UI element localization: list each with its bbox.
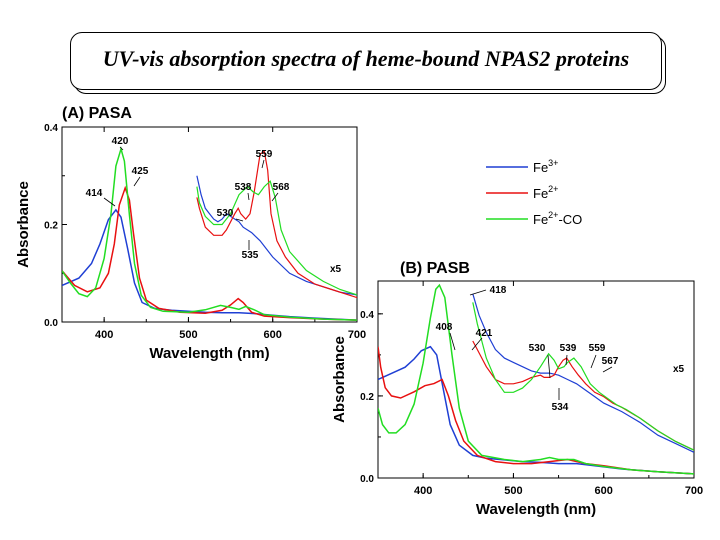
annotation-leader — [590, 354, 597, 369]
x-tick-label: 500 — [504, 485, 522, 497]
page-title: UV-vis absorption spectra of heme-bound … — [102, 46, 630, 71]
legend-entry: Fe2+ — [533, 184, 558, 201]
chart-B: (B) PASB 400 500 600 700 0.0 0.2 0.4 Wavelength … — [331, 260, 703, 518]
annotation-leader — [469, 289, 487, 296]
x-tick-label: 400 — [95, 329, 113, 341]
scale-label: x5 — [673, 364, 685, 375]
annotation-leader — [271, 192, 279, 202]
inset-series-line-Fe3+ — [472, 293, 694, 453]
annotation-leader — [547, 354, 551, 379]
series-line-Fe2+-CO — [62, 146, 357, 321]
peak-label: 534 — [552, 402, 569, 413]
peak-label: 418 — [490, 285, 507, 296]
peak-label: 420 — [112, 136, 129, 147]
annotation-leader — [602, 366, 613, 373]
annotation-leader — [449, 332, 456, 351]
peak-label: 421 — [476, 328, 493, 339]
y-tick-label: 0.2 — [360, 392, 374, 403]
series-line-Fe3+ — [62, 208, 357, 321]
y-tick-label: 0.0 — [360, 474, 374, 485]
inset-series-line-Fe2+ — [472, 340, 694, 451]
inset-series-line-Fe2+-CO — [472, 302, 694, 451]
legend-entry: Fe2+-CO — [533, 210, 582, 227]
inset-series-line-Fe2+ — [196, 150, 357, 299]
series-line-Fe2+ — [378, 346, 694, 475]
annotation-leader — [247, 192, 250, 201]
y-axis-label: Absorbance — [15, 181, 32, 268]
y-tick-label: 0.4 — [360, 310, 374, 321]
x-axis-label: Wavelength (nm) — [149, 345, 269, 362]
inset-series-line-Fe2+-CO — [196, 180, 357, 296]
x-tick-label: 700 — [685, 485, 703, 497]
y-axis-label: Absorbance — [331, 336, 348, 423]
plot-frame — [377, 280, 695, 479]
inset-series-line-Fe3+ — [196, 175, 357, 296]
x-tick-label: 600 — [595, 485, 613, 497]
legend: Fe3+ Fe2+ Fe2+-CO — [486, 158, 582, 227]
annotation-leader — [133, 176, 141, 187]
peak-label: 559 — [256, 149, 273, 160]
chart-A: (A) PASA 400 500 600 700 0.0 0.2 0.4 Wavelength … — [15, 105, 366, 362]
peak-label: 414 — [86, 188, 103, 199]
annotation-leader — [261, 159, 265, 169]
series-line-Fe2+-CO — [378, 283, 694, 475]
peak-label: 539 — [560, 343, 577, 354]
chart-title: (A) PASA — [62, 105, 132, 122]
annotation-leader — [235, 218, 244, 222]
x-tick-label: 400 — [414, 485, 432, 497]
peak-label: 530 — [217, 208, 234, 219]
x-tick-label: 600 — [264, 329, 282, 341]
peak-label: 408 — [436, 322, 453, 333]
x-tick-label: 700 — [348, 329, 366, 341]
annotation-leader — [565, 354, 568, 366]
title-box: UV-vis absorption spectra of heme-bound … — [70, 32, 662, 90]
peak-label: 567 — [602, 356, 619, 367]
peak-label: 568 — [273, 182, 290, 193]
peak-label: 559 — [589, 343, 606, 354]
x-tick-label: 500 — [179, 329, 197, 341]
peak-label: 535 — [242, 250, 259, 261]
peak-label: 538 — [235, 182, 252, 193]
y-tick-label: 0.4 — [44, 123, 58, 134]
annotation-leader — [119, 146, 124, 151]
peak-label: 425 — [132, 166, 149, 177]
scale-label: x5 — [330, 264, 342, 275]
y-tick-label: 0.0 — [44, 318, 58, 329]
series-line-Fe2+ — [62, 185, 357, 321]
legend-entry: Fe3+ — [533, 158, 558, 175]
peak-label: 530 — [529, 343, 546, 354]
annotation-leader — [103, 197, 116, 207]
y-tick-label: 0.2 — [44, 221, 58, 232]
annotation-leader — [471, 337, 483, 351]
x-axis-label: Wavelength (nm) — [476, 501, 596, 518]
series-line-Fe3+ — [378, 345, 694, 475]
chart-title: (B) PASB — [400, 260, 470, 277]
